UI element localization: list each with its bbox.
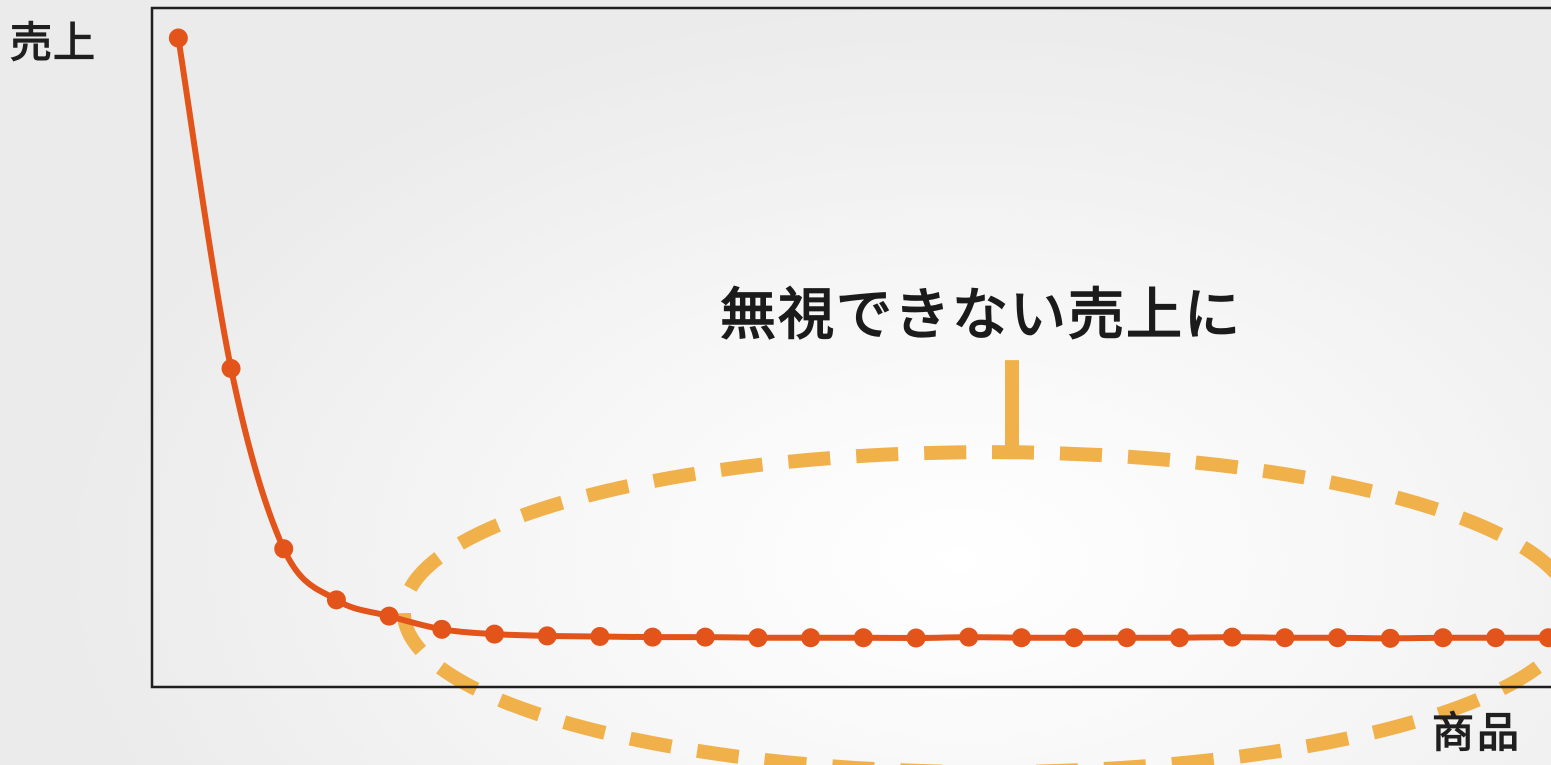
data-point-9 [590, 627, 610, 647]
plot-frame [150, 6, 1551, 689]
long-tail-highlight [396, 360, 1551, 765]
long-tail-annotation: 無視できない売上に [720, 283, 1242, 348]
data-point-6 [432, 619, 452, 639]
data-point-23 [1328, 628, 1348, 648]
data-point-21 [1222, 627, 1242, 647]
data-point-12 [748, 628, 768, 648]
data-point-26 [1486, 628, 1506, 648]
data-point-25 [1433, 628, 1453, 648]
data-point-27 [1538, 628, 1551, 648]
data-point-22 [1275, 628, 1295, 648]
data-point-20 [1170, 628, 1190, 648]
data-point-3 [274, 539, 294, 559]
data-point-10 [643, 627, 663, 647]
data-point-13 [801, 628, 821, 648]
data-point-18 [1064, 628, 1084, 648]
highlight-ellipse [396, 445, 1551, 765]
data-point-1 [168, 28, 188, 48]
data-point-4 [326, 590, 346, 610]
data-point-15 [906, 628, 926, 648]
y-axis-label: 売上 [10, 18, 97, 67]
data-point-24 [1380, 628, 1400, 648]
data-point-7 [485, 624, 505, 644]
data-point-16 [959, 627, 979, 647]
x-axis-label: 商品 [1432, 708, 1523, 757]
data-point-8 [537, 626, 557, 646]
data-point-19 [1117, 628, 1137, 648]
data-point-14 [853, 628, 873, 648]
data-point-17 [1011, 628, 1031, 648]
data-point-11 [695, 627, 715, 647]
sales-series [168, 28, 1551, 648]
data-point-2 [221, 359, 241, 379]
data-point-5 [379, 606, 399, 626]
